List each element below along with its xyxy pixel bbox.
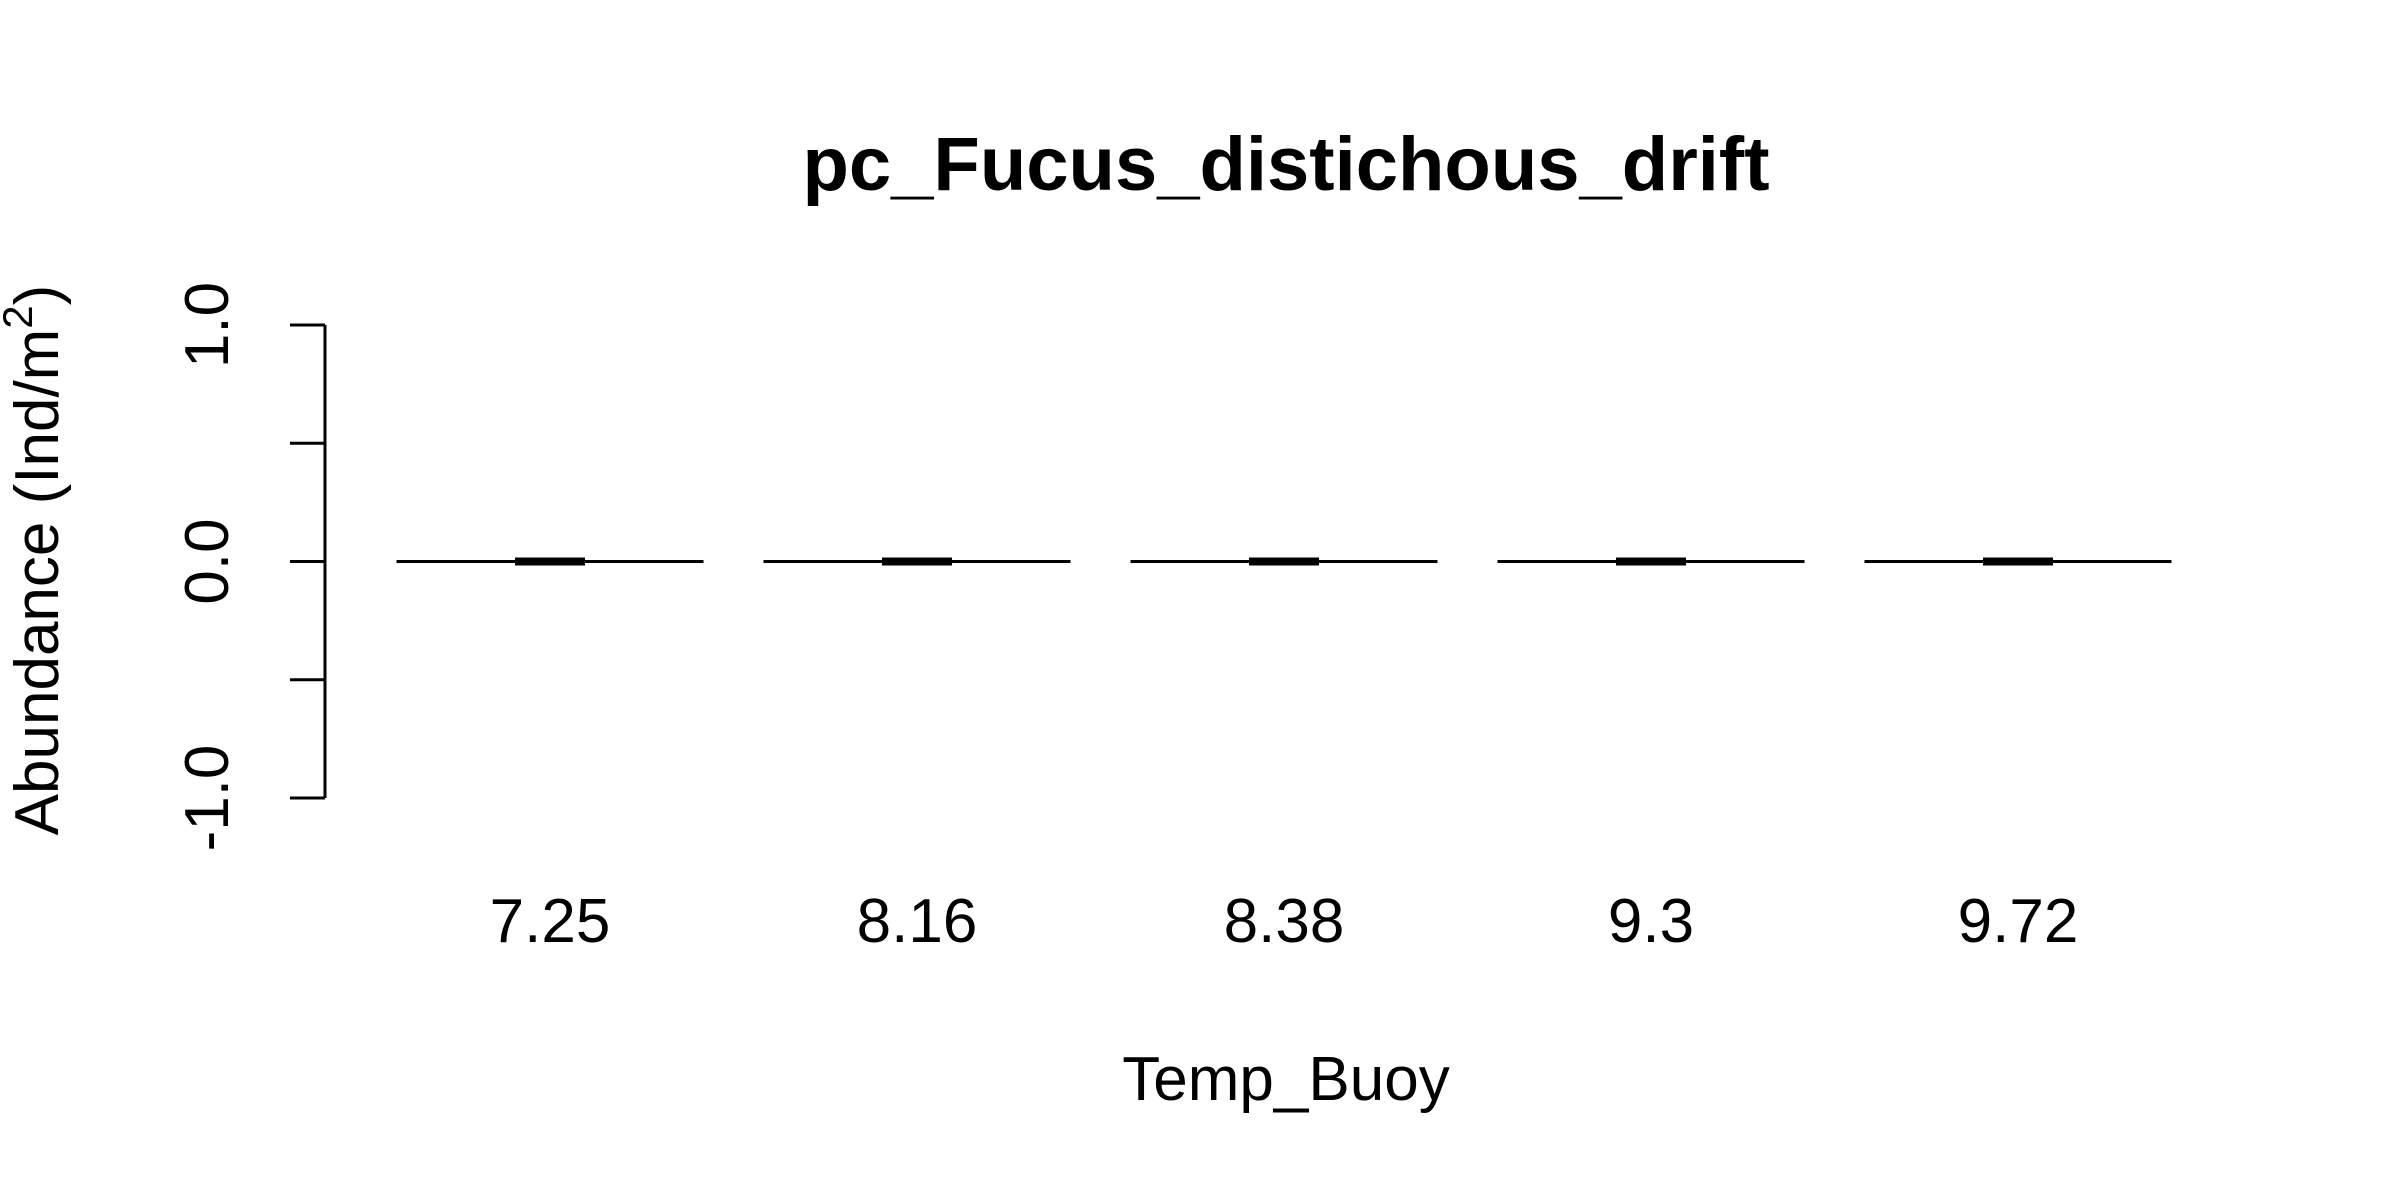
chart-title: pc_Fucus_distichous_drift [802,122,1769,207]
y-ticks: -1.0 0.0 1.0 [173,282,325,852]
x-tick-label: 8.38 [1224,887,1345,956]
x-tick-labels: 7.25 8.16 8.38 9.3 9.72 [490,887,2079,956]
y-axis-label-superscript: 2 [0,305,41,328]
y-axis-label: Abundance (Ind/m2) [0,285,72,836]
y-tick-label: -1.0 [173,745,242,852]
y-tick-label: 1.0 [173,282,242,368]
x-tick-label: 9.3 [1608,887,1694,956]
y-axis: -1.0 0.0 1.0 [173,282,327,852]
x-tick-label: 8.16 [857,887,978,956]
x-tick-label: 7.25 [490,887,611,956]
y-axis-label-close: ) [3,285,72,306]
x-axis-label: Temp_Buoy [1122,1045,1449,1114]
y-tick-label: 0.0 [173,518,242,604]
y-axis-label-main: Abundance (Ind/m [3,329,72,836]
x-tick-label: 9.72 [1958,887,2079,956]
